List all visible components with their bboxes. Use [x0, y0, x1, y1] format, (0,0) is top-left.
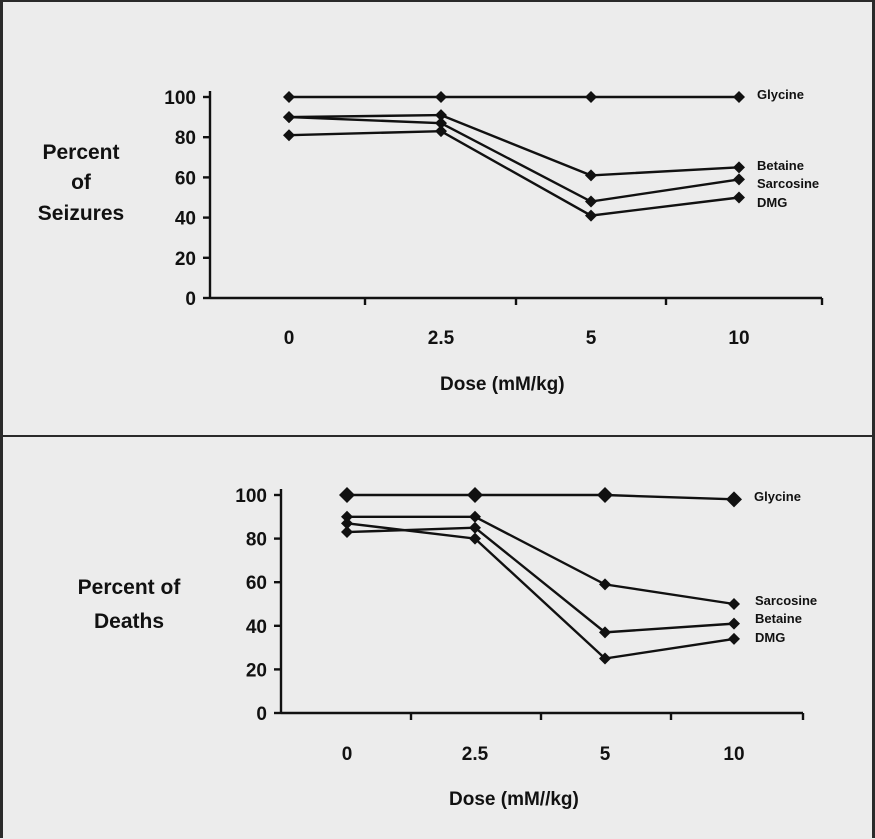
x-tick-label: 2.5 [462, 744, 489, 765]
series-label: Glycine [754, 489, 801, 504]
data-point [599, 626, 611, 639]
data-point [726, 491, 742, 508]
deaths-panel: 0 20 40 60 80 100 0 2.5 5 10 Glycine Sarcosine Betai… [0, 436, 875, 838]
series-label: Betaine [757, 158, 804, 173]
y-tick-label: 0 [256, 704, 267, 725]
series-label: Betaine [755, 611, 802, 626]
x-tick-label: 10 [723, 744, 744, 765]
data-point [435, 91, 447, 103]
series-line [347, 493, 735, 501]
x-tick-label: 0 [284, 328, 295, 349]
data-point [728, 598, 740, 610]
x-axis-label: Dose (mM//kg) [449, 789, 579, 810]
x-axis-label: Dose (mM/kg) [440, 374, 565, 395]
series-line [288, 115, 740, 203]
series-dmg: DMG [341, 517, 785, 665]
data-point [597, 487, 613, 503]
seizures-panel: 0 20 40 60 80 100 0 2.5 5 10 Glycine Betaine Sarcosi… [0, 0, 875, 436]
series-sarcosine: Sarcosine [341, 510, 817, 610]
y-axis-label: Percent of Seizures [11, 138, 151, 229]
data-point [585, 91, 597, 103]
data-point [469, 532, 481, 545]
y-axis-label-line-1: Percent of [77, 576, 181, 599]
series-line [347, 515, 735, 606]
y-axis-label-line-1: Percent [42, 141, 120, 164]
data-point [733, 161, 745, 174]
y-tick-label: 80 [246, 530, 267, 551]
data-point [728, 617, 740, 630]
y-tick-label: 100 [164, 88, 196, 109]
y-tick-label: 20 [175, 249, 196, 270]
y-tick-label: 20 [246, 660, 267, 681]
series-label: DMG [757, 195, 787, 210]
x-tick-label: 10 [728, 328, 749, 349]
data-point [728, 632, 740, 645]
data-point [585, 209, 597, 222]
series-glycine: Glycine [339, 487, 801, 508]
x-tick-label: 5 [600, 744, 611, 765]
data-point [283, 91, 295, 103]
data-point [341, 526, 353, 539]
data-point [733, 91, 745, 103]
y-tick-label: 40 [175, 209, 196, 230]
y-tick-label: 60 [246, 573, 267, 594]
series-sarcosine: Sarcosine [283, 111, 819, 208]
data-point [585, 169, 597, 182]
y-tick-label: 40 [246, 617, 267, 638]
series-dmg: DMG [283, 125, 787, 222]
y-axis-label-line-2: Deaths [93, 609, 165, 633]
data-point [733, 191, 745, 204]
series-label: Sarcosine [755, 593, 817, 608]
series-label: DMG [755, 630, 785, 645]
series-line [288, 113, 740, 177]
data-point [341, 517, 353, 530]
y-tick-label: 80 [175, 128, 196, 149]
series-line [346, 522, 735, 660]
data-point [435, 109, 447, 122]
x-tick-label: 5 [586, 328, 597, 349]
data-point [599, 578, 611, 591]
data-point [283, 129, 295, 142]
series-glycine: Glycine [283, 87, 804, 103]
seizures-chart: 0 20 40 60 80 100 0 2.5 5 10 Glycine Betaine Sarcosi… [164, 87, 824, 349]
y-tick-label: 100 [235, 486, 267, 507]
data-point [469, 521, 481, 534]
data-point [435, 125, 447, 138]
data-point [341, 510, 353, 523]
series-label: Glycine [757, 87, 804, 102]
y-tick-label: 0 [185, 289, 196, 310]
series-label: Sarcosine [757, 176, 819, 191]
deaths-chart: 0 20 40 60 80 100 0 2.5 5 10 Glycine Sarcosine Betai… [235, 486, 817, 765]
y-axis-label: Percent of Deaths [59, 571, 199, 638]
x-tick-label: 2.5 [428, 328, 455, 349]
y-axis-label-line-3: Seizures [37, 201, 125, 225]
data-point [283, 111, 295, 124]
data-point [469, 510, 481, 523]
series-betaine: Betaine [283, 109, 804, 182]
data-point [585, 195, 597, 208]
y-tick-label: 60 [175, 168, 196, 189]
y-axis-label-line-2: of [71, 171, 91, 195]
series-line [346, 526, 735, 634]
data-point [339, 487, 355, 503]
data-point [467, 487, 483, 503]
data-point [599, 652, 611, 665]
data-point [733, 173, 745, 186]
data-point [435, 117, 447, 130]
series-line [288, 129, 740, 217]
x-tick-label: 0 [342, 744, 353, 765]
series-betaine: Betaine [341, 521, 802, 639]
